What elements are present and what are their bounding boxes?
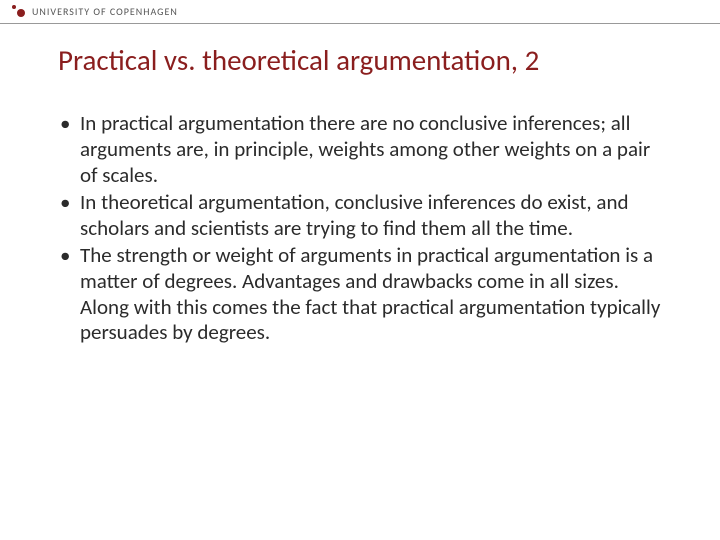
institution-name: UNIVERSITY OF COPENHAGEN: [32, 5, 178, 18]
list-item: In theoretical argumentation, conclusive…: [58, 190, 662, 241]
institution-logo-icon: [12, 5, 26, 19]
slide-body: Practical vs. theoretical argumentation,…: [0, 24, 720, 346]
list-item: In practical argumentation there are no …: [58, 111, 662, 188]
slide-title: Practical vs. theoretical argumentation,…: [58, 44, 662, 77]
list-item: The strength or weight of arguments in p…: [58, 243, 662, 345]
bullet-list: In practical argumentation there are no …: [58, 111, 662, 345]
slide-header: UNIVERSITY OF COPENHAGEN: [0, 0, 720, 24]
